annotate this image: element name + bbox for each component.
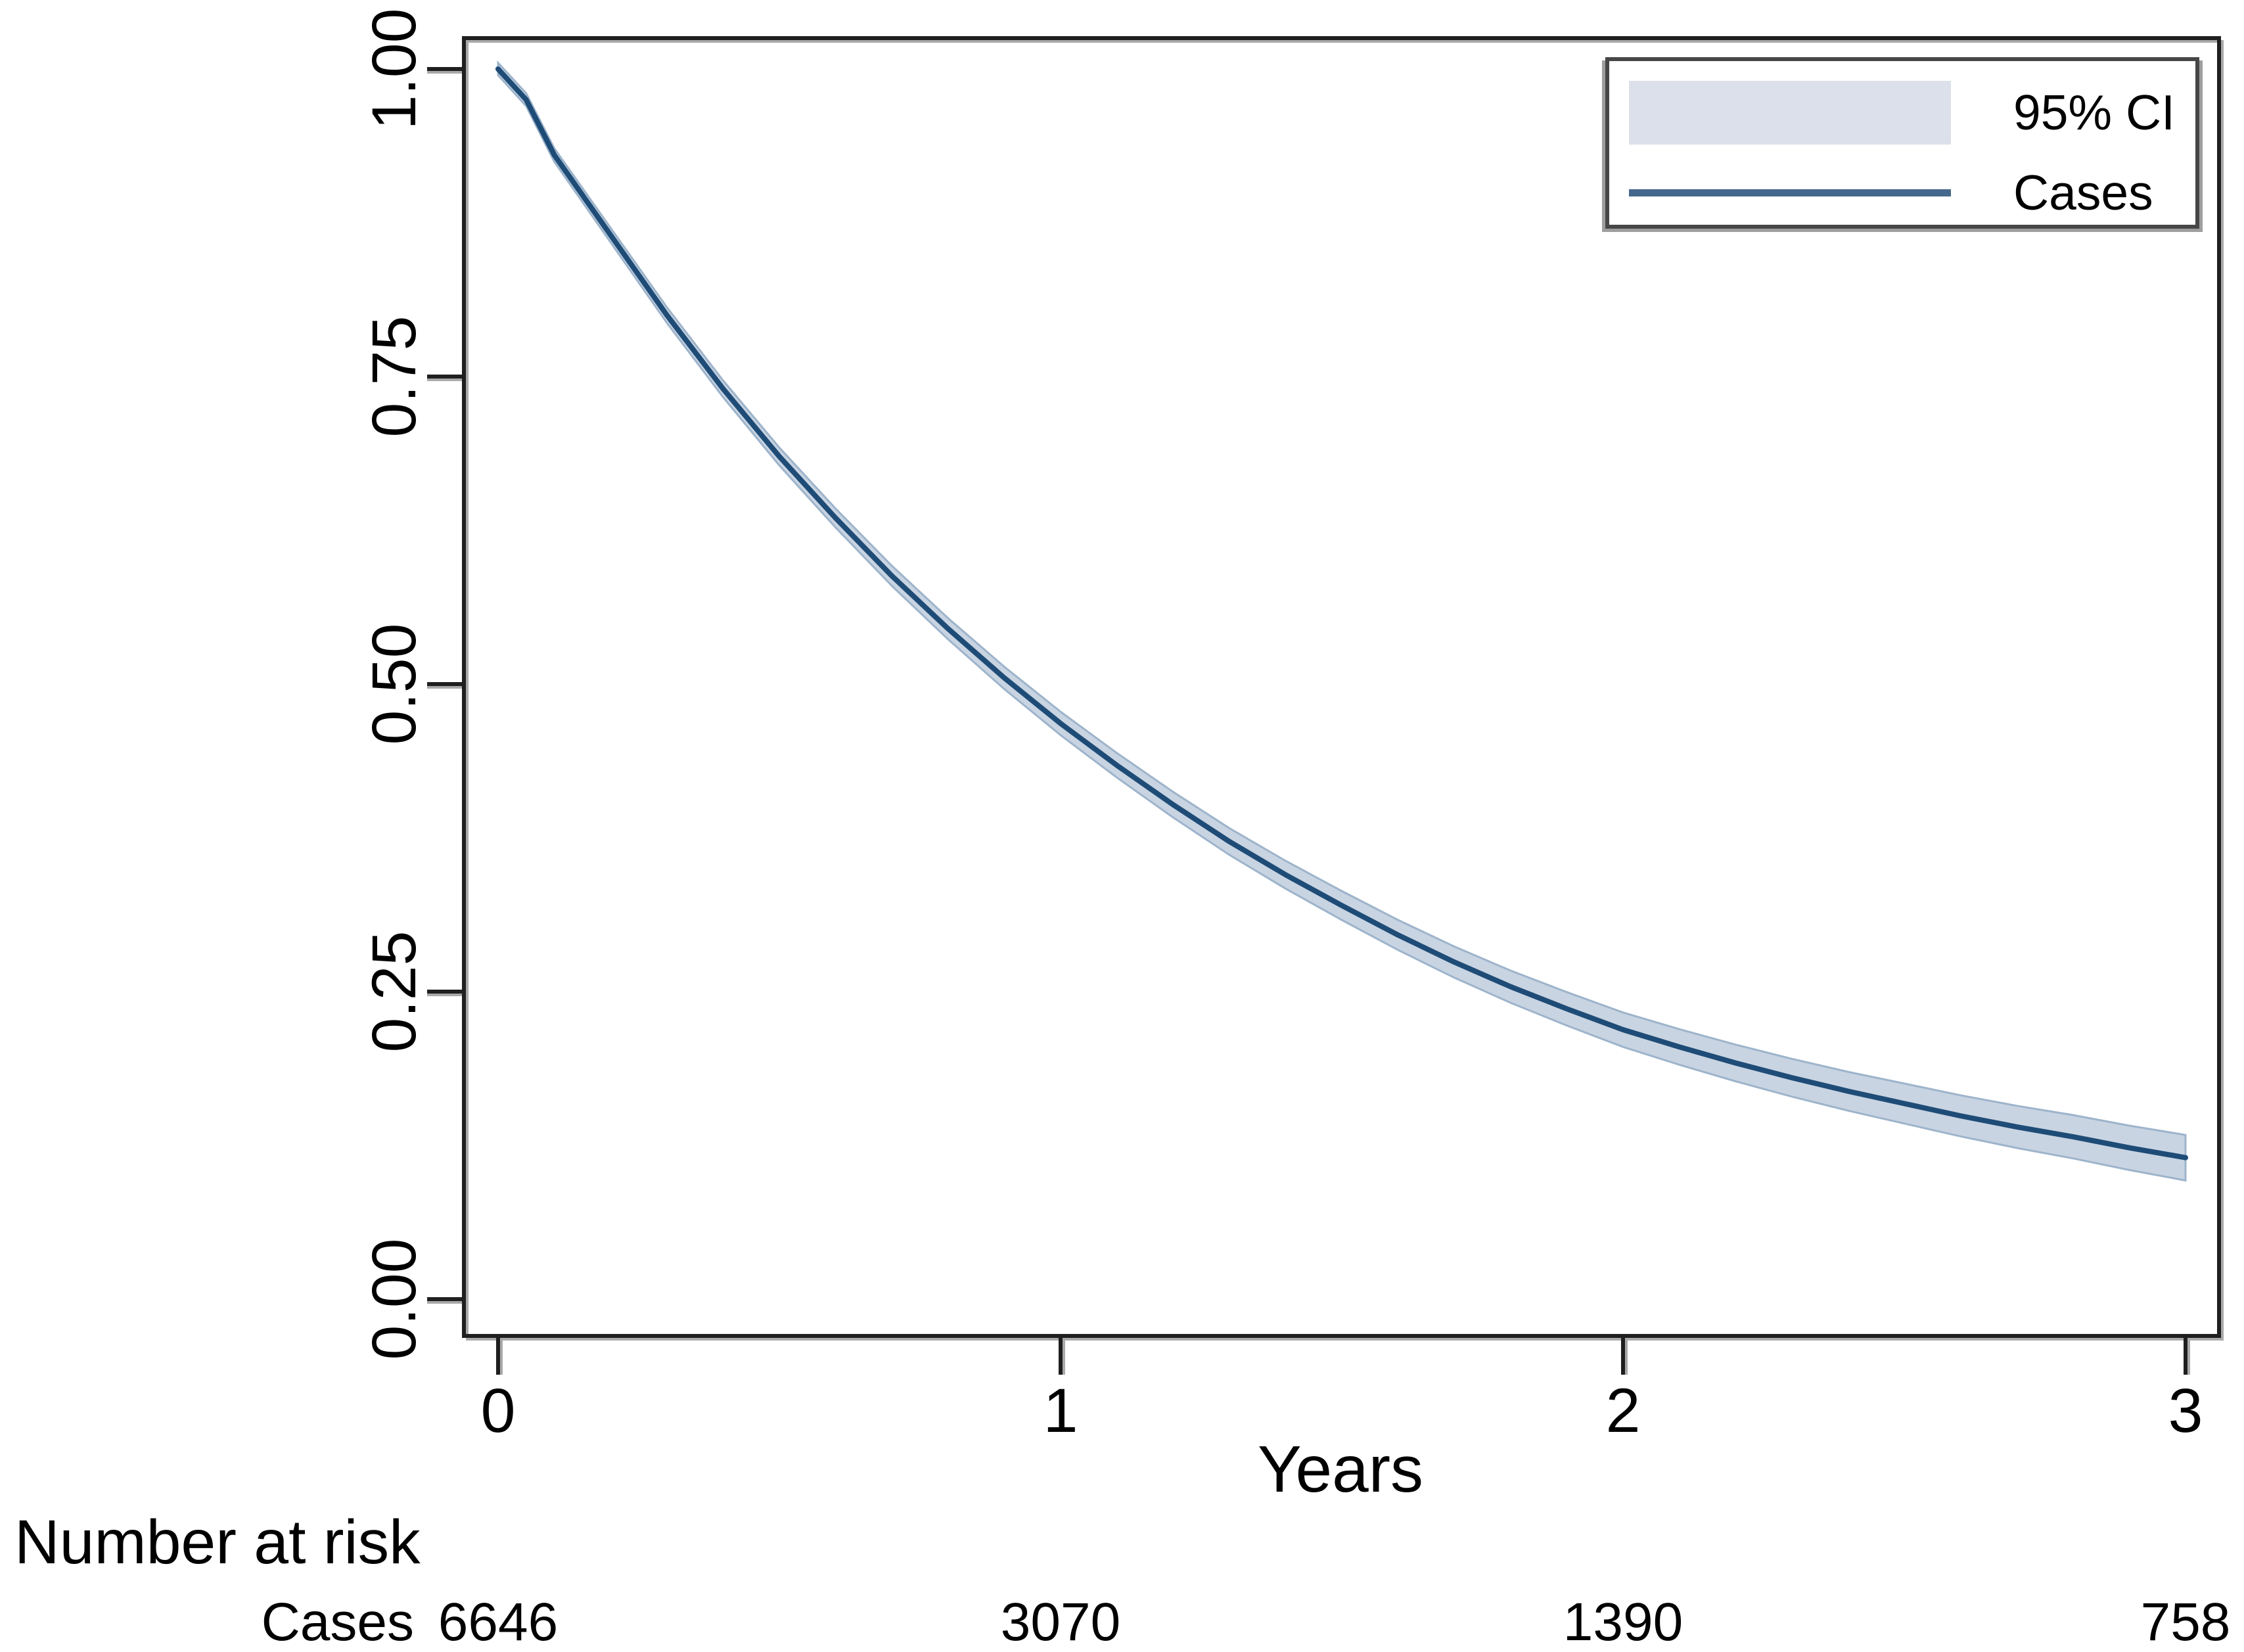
- x-tick-label: 0: [480, 1376, 516, 1446]
- x-axis-title: Years: [1257, 1433, 1424, 1506]
- y-tick-label: 0.75: [359, 315, 429, 438]
- plot-frame-shadow: [466, 40, 2224, 1341]
- risk-count: 758: [2140, 1592, 2231, 1652]
- risk-count: 1390: [1563, 1592, 1683, 1652]
- x-tick-label: 1: [1043, 1376, 1078, 1446]
- ci-band-swatch: [1629, 81, 1951, 145]
- legend-label-cases: Cases: [2013, 165, 2153, 220]
- cases-line-swatch: [1629, 189, 1951, 196]
- legend-item-cases: Cases: [1629, 168, 2195, 218]
- plot-frame: [462, 36, 2221, 1338]
- legend: 95% CI Cases: [1605, 57, 2199, 229]
- legend-item-ci: 95% CI: [1629, 81, 2195, 145]
- ci-band: [497, 60, 2187, 1182]
- legend-label-ci: 95% CI: [2013, 85, 2175, 140]
- y-tick-label: 0.25: [359, 930, 429, 1053]
- x-tick-label: 3: [2168, 1376, 2203, 1446]
- number-at-risk-title: Number at risk: [14, 1507, 421, 1577]
- y-tick-label: 1.00: [359, 8, 429, 130]
- y-tick-label: 0.00: [359, 1238, 429, 1360]
- risk-count: 6646: [438, 1592, 559, 1652]
- x-tick-label: 2: [1605, 1376, 1641, 1446]
- cases-survival-line: [495, 66, 2188, 1160]
- y-tick-label: 0.50: [359, 623, 429, 745]
- risk-count: 3070: [1000, 1592, 1121, 1652]
- risk-row-label: Cases: [261, 1592, 414, 1652]
